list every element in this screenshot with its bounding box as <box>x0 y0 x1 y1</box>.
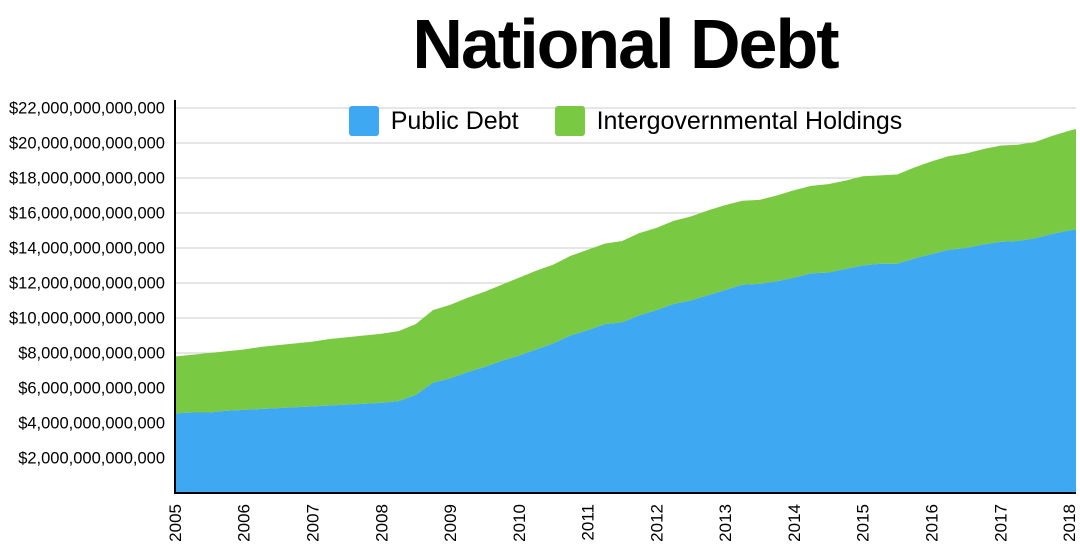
y-axis-tick-label: $18,000,000,000,000 <box>9 170 165 188</box>
x-axis-tick-label: 2009 <box>441 504 460 542</box>
national-debt-area-chart: $2,000,000,000,000 $4,000,000,000,000 $6,0… <box>9 100 1079 542</box>
y-axis-tick-label: $10,000,000,000,000 <box>9 310 165 328</box>
y-axis-tick-label: $6,000,000,000,000 <box>18 380 165 398</box>
y-axis-tick-label: $16,000,000,000,000 <box>9 205 165 223</box>
area-public-debt <box>175 229 1076 493</box>
y-axis-tick-label: $8,000,000,000,000 <box>18 345 165 363</box>
x-axis-tick-label: 2008 <box>372 504 391 542</box>
x-axis-tick-label: 2015 <box>854 504 873 542</box>
x-axis-tick-label: 2018 <box>1060 504 1079 542</box>
area-intergovernmental-holdings <box>175 129 1076 414</box>
page-title: National Debt <box>412 5 839 83</box>
x-axis-tick-label: 2013 <box>716 504 735 542</box>
y-axis-tick-label: $22,000,000,000,000 <box>9 100 165 118</box>
x-axis-tick-label: 2010 <box>510 504 529 542</box>
x-axis-tick-label: 2011 <box>579 504 598 541</box>
x-axis-tick-label: 2017 <box>991 504 1010 542</box>
y-axis-tick-label: $2,000,000,000,000 <box>18 450 165 468</box>
y-axis-tick-label: $12,000,000,000,000 <box>9 275 165 293</box>
y-axis-tick-label: $4,000,000,000,000 <box>18 415 165 433</box>
x-axis-tick-label: 2016 <box>923 504 942 542</box>
y-axis-tick-label: $20,000,000,000,000 <box>9 135 165 153</box>
x-axis-tick-label: 2005 <box>166 504 185 542</box>
x-axis-tick-label: 2006 <box>235 504 254 542</box>
x-axis-tick-label: 2014 <box>785 504 804 542</box>
x-axis-tick-label: 2012 <box>647 504 666 542</box>
y-axis-tick-label: $14,000,000,000,000 <box>9 240 165 258</box>
chart-area: $2,000,000,000,000 $4,000,000,000,000 $6,0… <box>0 88 1080 546</box>
x-axis-tick-label: 2007 <box>304 504 323 542</box>
